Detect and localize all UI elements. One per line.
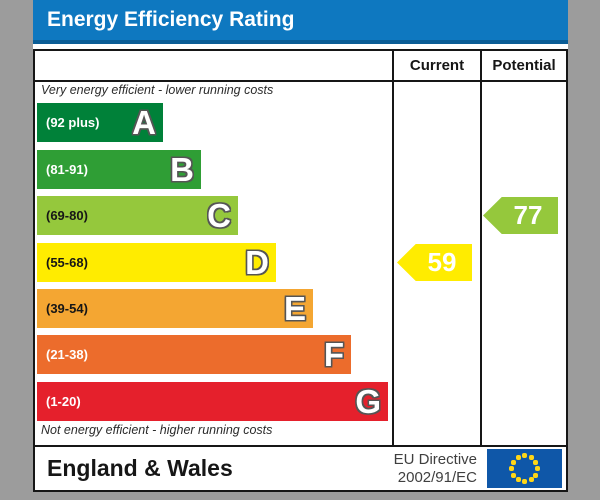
eu-directive-line2: 2002/91/EC [397,468,477,486]
band-c: (69-80) C [37,196,238,235]
eu-flag-star [510,459,516,465]
eu-flag-star [533,472,539,478]
potential-rating-arrow: 77 [483,197,558,234]
band-range-label: (55-68) [46,255,88,270]
band-letter: F [323,336,344,373]
band-range-label: (92 plus) [46,115,100,130]
page-title: Energy Efficiency Rating [47,8,295,31]
band-range-label: (1-20) [46,394,81,409]
current-rating-arrow: 59 [397,244,472,281]
band-range-label: (21-38) [46,347,88,362]
caption-efficient: Very energy efficient - lower running co… [41,83,274,97]
eu-flag-star [522,453,527,458]
column-header-potential: Potential [492,57,556,74]
band-range-label: (81-91) [46,162,88,177]
header-gap [33,44,568,49]
caption-inefficient: Not energy efficient - higher running co… [41,423,273,437]
eu-flag-star [515,454,521,460]
band-g: (1-20) G [37,382,388,421]
rating-chart: Current Potential Very energy efficient … [33,49,568,447]
eu-flag-star [533,459,539,465]
eu-flag-star [528,454,534,460]
column-header-divider [35,80,566,82]
band-letter: D [245,244,269,281]
eu-flag-star [528,477,534,483]
column-header-current: Current [409,57,465,74]
band-letter: B [170,151,194,188]
eu-flag-icon [487,449,562,488]
band-a: (92 plus) A [37,103,163,142]
eu-directive-line1: EU Directive [393,450,477,468]
eu-flag-star [510,472,516,478]
eu-flag-star [515,477,521,483]
band-e: (39-54) E [37,289,313,328]
band-f: (21-38) F [37,335,351,374]
eu-flag-star [509,466,514,471]
band-b: (81-91) B [37,150,201,189]
band-letter: C [207,197,231,234]
title-bar: Energy Efficiency Rating [33,0,568,44]
region-label: England & Wales [47,455,233,481]
band-letter: E [283,290,306,327]
eu-flag-star [535,466,540,471]
band-letter: G [355,383,381,420]
band-letter: A [132,104,156,141]
column-divider-current [392,51,394,445]
band-d: (55-68) D [37,243,276,282]
eu-flag-star [522,479,527,484]
eu-directive-label: EU Directive 2002/91/EC [394,451,477,487]
column-divider-potential [480,51,482,445]
footer: England & Wales EU Directive 2002/91/EC [33,445,568,492]
band-range-label: (69-80) [46,208,88,223]
band-range-label: (39-54) [46,301,88,316]
